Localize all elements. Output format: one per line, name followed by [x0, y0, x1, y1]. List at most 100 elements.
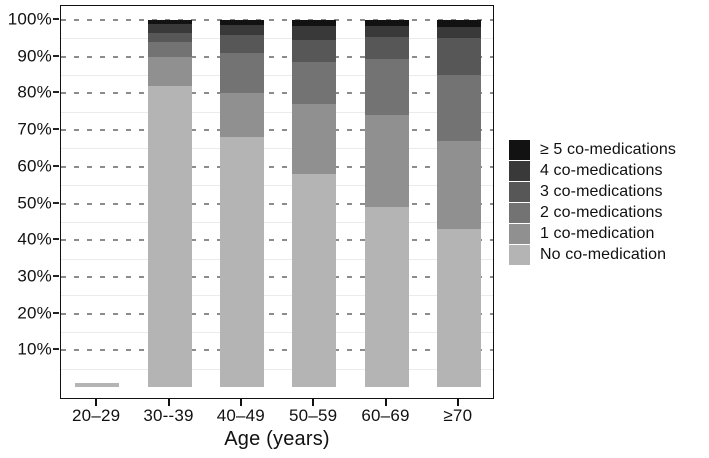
legend-label: ≥ 5 co-medications — [540, 140, 676, 158]
y-tick-label: 10% — [17, 339, 52, 359]
bar-segment — [147, 23, 192, 33]
y-tick-mark — [53, 18, 59, 20]
stacked-bar-5 — [364, 20, 409, 387]
minor-gridline — [61, 185, 493, 187]
major-gridline — [61, 275, 493, 278]
x-tick-label: 20–29 — [72, 406, 121, 425]
y-tick-mark — [53, 311, 59, 314]
legend-swatch — [509, 223, 530, 244]
bar-segment — [436, 20, 481, 28]
minor-gridline — [61, 111, 493, 113]
x-tick-label: 40–49 — [216, 406, 265, 425]
bar-segment — [75, 383, 120, 387]
legend-swatch — [509, 244, 530, 265]
major-gridline — [61, 202, 493, 205]
x-tick-label: 30--39 — [143, 406, 194, 425]
bar-segment — [147, 56, 192, 87]
legend-item: 1 co-medication — [509, 223, 676, 244]
minor-gridline — [61, 295, 493, 297]
bar-segment — [436, 141, 481, 230]
y-tick-mark — [53, 348, 59, 351]
bar-segment — [364, 58, 409, 116]
legend-label: 1 co-medication — [540, 224, 655, 242]
y-tick-label: 100% — [7, 9, 52, 29]
bar-segment — [219, 25, 264, 35]
x-tick-label: ≥70 — [443, 406, 473, 425]
bar-segment — [147, 20, 192, 24]
bar-segment — [364, 20, 409, 26]
bar-segment — [219, 20, 264, 26]
major-gridline — [61, 312, 493, 315]
legend-swatch — [509, 202, 530, 223]
y-tick-mark — [53, 54, 59, 57]
legend-item: No co-medication — [509, 244, 676, 265]
y-tick-mark — [53, 201, 59, 204]
minor-gridline — [61, 368, 493, 370]
major-gridline — [61, 129, 493, 132]
legend-item: ≥ 5 co-medications — [509, 139, 676, 160]
y-tick-label: 50% — [17, 193, 52, 212]
bar-segment — [436, 38, 481, 76]
y-tick-mark — [53, 274, 59, 277]
y-tick-label: 60% — [17, 156, 52, 176]
bar-segment — [364, 207, 409, 387]
legend-label: 2 co-medications — [540, 203, 663, 221]
y-tick-label: 30% — [17, 266, 52, 286]
bar-segment — [219, 137, 264, 387]
x-tick-mark — [167, 399, 170, 406]
y-tick-label: 20% — [17, 303, 52, 323]
x-axis-title: Age (years) — [224, 428, 330, 450]
y-tick-mark — [53, 128, 59, 131]
x-tick-mark — [239, 399, 242, 406]
y-tick-label: 40% — [17, 229, 52, 249]
bar-segment — [147, 86, 192, 387]
bar-segment — [219, 93, 264, 138]
bar-segment — [436, 75, 481, 142]
legend-item: 3 co-medications — [509, 181, 676, 202]
bar-segment — [292, 104, 337, 175]
legend-item: 2 co-medications — [509, 202, 676, 223]
legend-label: No co-medication — [540, 245, 667, 263]
bar-segment — [292, 62, 337, 105]
x-tick-mark — [456, 399, 459, 406]
major-gridline — [61, 19, 493, 21]
minor-gridline — [61, 221, 493, 223]
legend-label: 3 co-medications — [540, 182, 663, 200]
legend: ≥ 5 co-medications 4 co-medications 3 co-m… — [509, 139, 676, 265]
plot-panel — [60, 5, 494, 399]
bar-segment — [292, 174, 337, 387]
major-gridline — [61, 239, 493, 242]
stacked-bar-1 — [75, 383, 120, 387]
y-tick-label: 90% — [17, 46, 52, 66]
bar-segment — [147, 32, 192, 43]
stacked-bar-4 — [292, 20, 337, 387]
bar-segment — [364, 25, 409, 37]
major-gridline — [61, 165, 493, 168]
bar-segment — [364, 115, 409, 208]
stacked-bar-3 — [219, 20, 264, 387]
x-tick-mark — [95, 399, 98, 406]
legend-swatch — [509, 160, 530, 181]
x-tick-label: 60–69 — [361, 406, 410, 425]
major-gridline — [61, 92, 493, 95]
stacked-bar-2 — [147, 20, 192, 387]
minor-gridline — [61, 258, 493, 260]
legend-swatch — [509, 139, 530, 160]
bar-segment — [364, 36, 409, 59]
y-tick-label: 80% — [17, 82, 52, 102]
minor-gridline — [61, 148, 493, 150]
x-tick-mark — [312, 399, 315, 406]
legend-label: 4 co-medications — [540, 161, 663, 179]
minor-gridline — [61, 331, 493, 333]
bar-segment — [292, 25, 337, 41]
x-tick-mark — [384, 399, 387, 406]
x-tick-label: 50–59 — [289, 406, 338, 425]
major-gridline — [61, 349, 493, 352]
y-tick-mark — [53, 164, 59, 167]
major-gridline — [61, 55, 493, 58]
y-tick-label: 70% — [17, 119, 52, 139]
minor-gridline — [61, 75, 493, 77]
bar-segment — [219, 34, 264, 54]
bar-segment — [147, 42, 192, 57]
